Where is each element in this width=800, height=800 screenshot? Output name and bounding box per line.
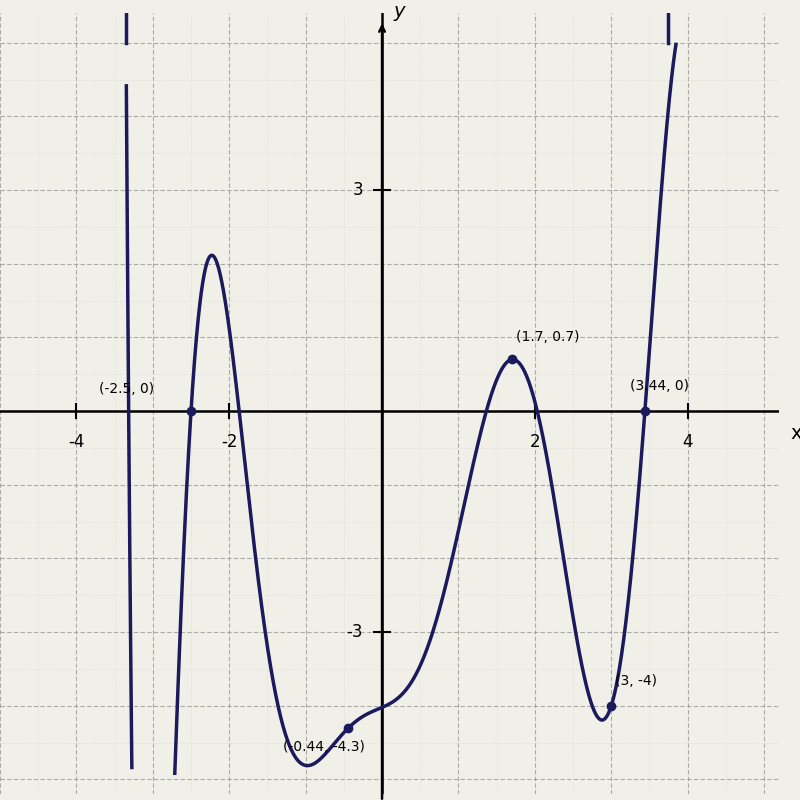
Text: (-2.5, 0): (-2.5, 0): [99, 382, 154, 396]
Text: -3: -3: [346, 623, 363, 641]
Text: 3: 3: [352, 181, 363, 199]
Text: (-0.44, -4.3): (-0.44, -4.3): [282, 741, 365, 754]
Text: y: y: [394, 2, 405, 21]
Text: (1.7, 0.7): (1.7, 0.7): [516, 330, 579, 344]
Text: 2: 2: [530, 433, 540, 451]
Text: 4: 4: [682, 433, 693, 451]
Text: x: x: [791, 424, 800, 442]
Text: -4: -4: [68, 433, 85, 451]
Text: (3.44, 0): (3.44, 0): [630, 379, 690, 394]
Text: (3, -4): (3, -4): [615, 674, 657, 688]
Text: -2: -2: [221, 433, 238, 451]
